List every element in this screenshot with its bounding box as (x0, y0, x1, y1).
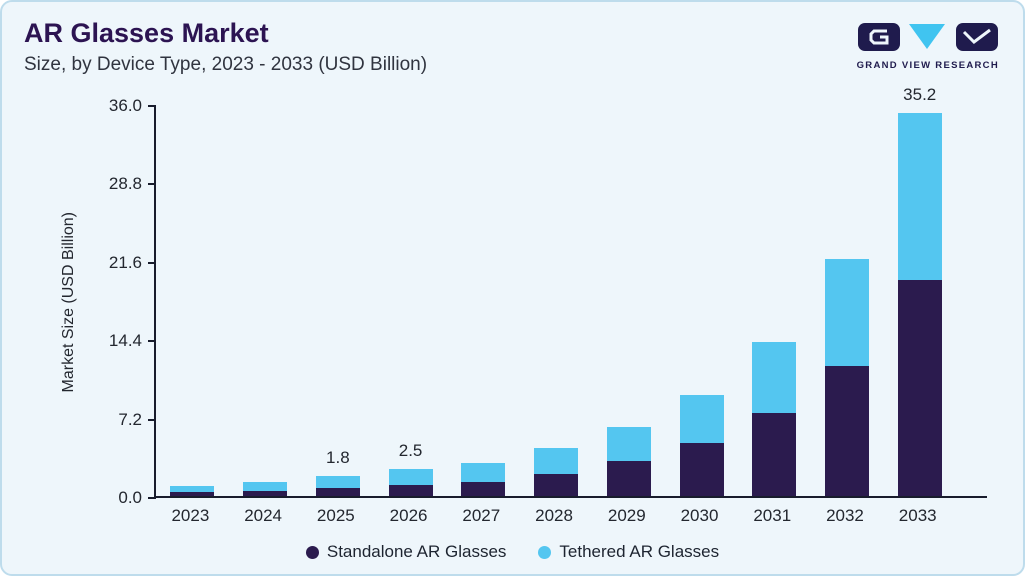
bar-segment (752, 342, 797, 414)
x-tick-label: 2025 (316, 506, 355, 525)
gvr-logo-icon (857, 23, 998, 51)
x-tick-label: 2032 (826, 506, 864, 525)
bars-container: 1.8 2.5 35.2 (156, 85, 956, 496)
bar-segment (243, 490, 288, 496)
gvr-logo: GRAND VIEW RESEARCH (857, 22, 999, 71)
bar-segment (897, 280, 942, 496)
bar-2023 (156, 106, 229, 496)
bar-stack (243, 481, 288, 496)
bar-2032 (811, 106, 884, 496)
legend: Standalone AR Glasses Tethered AR Glasses (2, 542, 1023, 562)
y-axis-label-wrap: Market Size (USD Billion) (60, 106, 78, 498)
bar-segment (534, 448, 579, 475)
bar-segment (461, 481, 506, 496)
bar-2031 (738, 106, 811, 496)
bar-segment (679, 442, 724, 496)
bar-segment (388, 485, 433, 496)
y-tick-mark (148, 497, 156, 499)
y-tick-label: 36.0 (108, 96, 142, 115)
x-tick-label: 2023 (171, 506, 210, 525)
bar-2033: 35.2 (883, 85, 956, 496)
x-tick-label: 2033 (898, 506, 937, 525)
legend-item: Standalone AR Glasses (305, 542, 507, 562)
bar-stack (461, 463, 506, 496)
bar-segment (315, 476, 360, 489)
bar-value-label: 1.8 (326, 448, 350, 468)
x-tick-label: 2031 (753, 506, 792, 525)
y-axis-label: Market Size (USD Billion) (60, 211, 77, 393)
bar-segment (752, 413, 797, 496)
bar-stack (315, 476, 360, 496)
bar-value-label: 2.5 (398, 440, 423, 460)
page-subtitle: Size, by Device Type, 2023 - 2033 (USD B… (24, 54, 428, 75)
y-tick-mark (148, 105, 156, 107)
bar-segment (461, 463, 506, 482)
gvr-logo-text: GRAND VIEW RESEARCH (856, 60, 999, 71)
bar-segment (897, 112, 942, 281)
y-tick-mark (148, 261, 156, 264)
legend-label: Standalone AR Glasses (326, 542, 507, 561)
bar-stack (606, 427, 651, 496)
legend-dot (538, 545, 552, 559)
x-tick-label: 2024 (244, 506, 283, 525)
page-title: AR Glasses Market (24, 18, 269, 48)
bar-stack (752, 342, 797, 496)
y-tick-label: 7.2 (118, 409, 142, 429)
bar-2027 (447, 106, 520, 496)
bar-segment (243, 481, 288, 491)
y-tick-mark (148, 183, 156, 186)
bar-2029 (592, 106, 665, 496)
bar-2028 (520, 106, 593, 496)
legend-dot (305, 545, 319, 559)
x-tick-label: 2027 (462, 506, 501, 525)
bar-segment (824, 366, 869, 496)
y-tick-mark (148, 418, 156, 421)
x-axis-labels: 2023 2024 2025 2026 2027 2028 2029 2030 2031 2032… (154, 506, 954, 526)
bar-segment (824, 258, 869, 367)
x-tick-label: 2029 (607, 506, 646, 525)
bar-stack (679, 394, 724, 496)
bar-segment (170, 486, 215, 492)
bar-segment (388, 468, 433, 486)
y-tick-label: 14.4 (108, 331, 142, 351)
bar-2026: 2.5 (374, 106, 447, 496)
bar-value-label: 35.2 (903, 84, 937, 104)
bar-segment (679, 394, 724, 443)
bar-stack (534, 448, 579, 496)
plot-area: 1.8 2.5 35.2 0.0 7.2 14.4 21.6 28.8 36.0 (109, 85, 987, 507)
y-tick-label: 0.0 (118, 488, 142, 507)
x-tick-label: 2028 (535, 506, 573, 525)
bar-2030 (665, 106, 738, 496)
y-tick-mark (148, 340, 156, 343)
bar-segment (606, 461, 651, 496)
y-tick-label: 21.6 (108, 252, 142, 272)
bar-2024 (229, 106, 302, 496)
bar-segment (534, 474, 579, 496)
bar-segment (606, 427, 651, 462)
bar-2025: 1.8 (301, 106, 374, 496)
bar-stack (824, 258, 869, 496)
x-tick-label: 2026 (389, 506, 428, 525)
bar-stack (897, 112, 942, 496)
x-tick-label: 2030 (680, 506, 719, 525)
legend-label: Tethered AR Glasses (559, 542, 720, 561)
y-tick-label: 28.8 (108, 174, 142, 194)
bar-stack (170, 486, 215, 496)
bar-stack (388, 468, 433, 496)
legend-item: Tethered AR Glasses (538, 542, 719, 562)
bar-segment (315, 488, 360, 496)
bar-segment (170, 491, 215, 496)
